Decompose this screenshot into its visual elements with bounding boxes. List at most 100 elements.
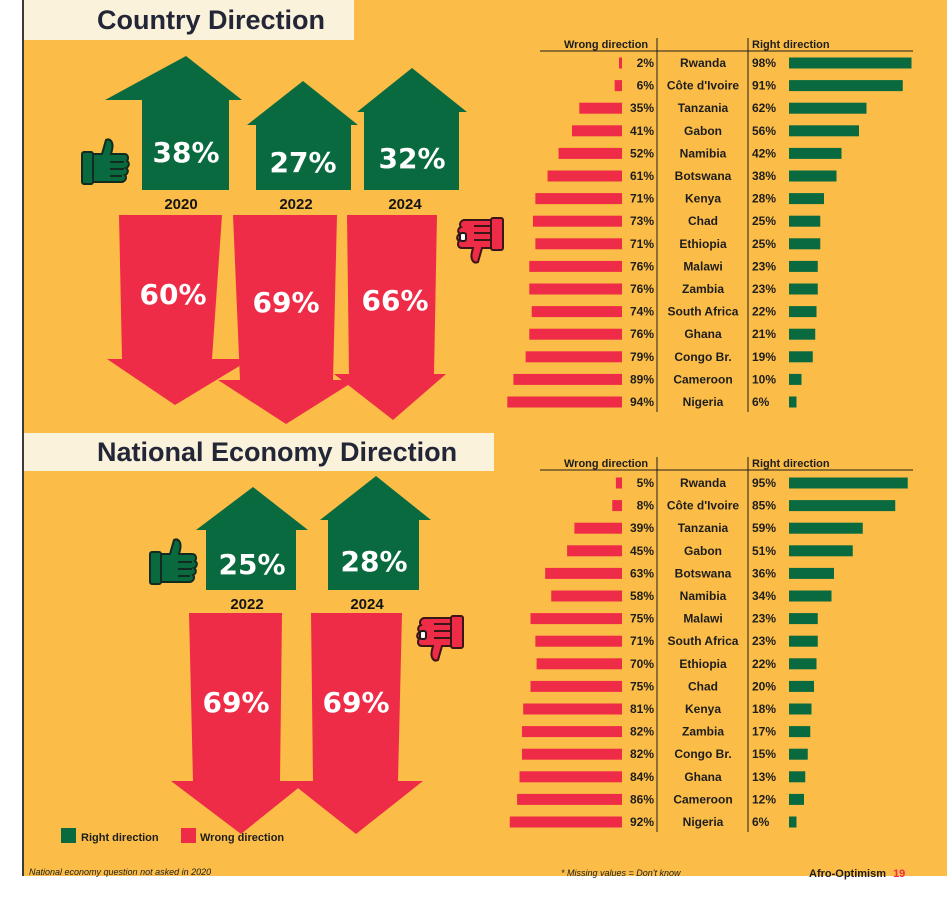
bar-wrong-rwanda [619,57,622,69]
country-label: Nigeria [683,815,724,829]
pct-wrong-2022: 69% [252,286,319,319]
value-label-wrong: 63% [630,566,654,580]
legend-label-wrong: Wrong direction [200,832,284,844]
value-label-wrong: 39% [630,521,654,535]
bar-right-botswana [789,567,834,579]
value-label-right: 23% [752,282,776,296]
note-economy-2020: National economy question not asked in 2… [29,867,211,877]
bar-wrong-malawi [529,260,622,272]
value-label-wrong: 75% [630,612,654,626]
country-label: Zambia [682,725,724,739]
bar-right-namibia [789,147,842,159]
header-wrong-direction: Wrong direction [564,458,648,470]
country-label: Kenya [685,192,721,206]
bar-right-tanzania [789,102,867,114]
up-arrow-2022 [247,81,358,190]
bar-right-namibia [789,590,832,602]
country-label: Malawi [683,612,722,626]
bar-wrong-tanzania [579,102,622,114]
header-right-direction: Right direction [752,39,830,51]
bar-right-kenya [789,193,824,205]
value-label-right: 85% [752,499,776,513]
down-arrow-2024 [334,215,446,420]
value-label-right: 51% [752,544,776,558]
bar-wrong-chad [530,680,622,692]
bar-right-rwanda [789,57,912,69]
bar-wrong-kenya [535,193,622,205]
pct-right-2024: 28% [340,545,407,578]
thumbs-up-icon [81,138,130,185]
bar-right-chad [789,680,814,692]
country-label: Cameroon [673,792,732,806]
bar-wrong-rwanda [615,477,622,489]
value-label-right: 15% [752,747,776,761]
bar-right-congo-br- [789,351,813,363]
value-label-wrong: 5% [637,476,655,490]
value-label-right: 18% [752,702,776,716]
bar-right-chad [789,215,821,227]
country-label: Namibia [680,146,727,160]
pct-wrong-2020: 60% [139,278,206,311]
up-arrow-2024 [357,68,467,190]
value-label-wrong: 74% [630,305,654,319]
country-label: Gabon [684,124,722,138]
value-label-wrong: 76% [630,327,654,341]
country-label: Gabon [684,544,722,558]
value-label-wrong: 70% [630,657,654,671]
page-bottom-margin [0,876,947,897]
value-label-wrong: 8% [637,499,655,513]
bar-right-cameroon [789,373,802,385]
bar-wrong-tanzania [574,522,622,534]
bar-right-malawi [789,260,818,272]
value-label-right: 23% [752,634,776,648]
value-label-wrong: 41% [630,124,654,138]
bar-wrong-congo-br- [525,351,622,363]
value-label-wrong: 89% [630,372,654,386]
bar-right-zambia [789,283,818,295]
bar-wrong-cameroon [517,793,622,805]
legend-swatch-wrong [181,828,196,843]
value-label-wrong: 75% [630,679,654,693]
bar-wrong-nigeria [509,816,622,828]
page-margin [0,0,22,897]
value-label-right: 36% [752,566,776,580]
value-label-right: 6% [752,395,770,409]
country-label: Ethiopia [679,657,727,671]
bar-wrong-namibia [551,590,622,602]
bar-wrong-botswana [547,170,622,182]
value-label-wrong: 84% [630,770,654,784]
value-label-wrong: 45% [630,544,654,558]
bar-wrong-nigeria [507,396,622,408]
country-label: Zambia [682,282,724,296]
legend: Right direction Wrong direction [61,828,284,844]
value-label-wrong: 92% [630,815,654,829]
country-label: Chad [688,214,718,228]
country-label: Chad [688,679,718,693]
bar-wrong-botswana [545,567,622,579]
value-label-wrong: 52% [630,146,654,160]
value-label-right: 91% [752,79,776,93]
country-label: South Africa [668,634,739,648]
value-label-right: 38% [752,169,776,183]
pct-wrong-2022: 69% [202,686,269,719]
value-label-right: 42% [752,146,776,160]
value-label-right: 13% [752,770,776,784]
pct-wrong-2024: 69% [322,686,389,719]
country-direction-chart: Wrong direction Right direction 2% Rwanda 98… [507,38,913,412]
value-label-right: 22% [752,305,776,319]
value-label-right: 56% [752,124,776,138]
country-label: Ghana [684,327,722,341]
year-label-2022: 2022 [279,196,312,213]
value-label-right: 62% [752,101,776,115]
section-title-country: Country Direction [24,0,354,40]
bar-wrong-zambia [529,283,622,295]
thumbs-down-icon [416,615,464,662]
pct-right-2024: 32% [378,142,445,175]
bar-right-ghana [789,771,806,783]
bar-right-nigeria [789,396,797,408]
value-label-wrong: 61% [630,169,654,183]
value-label-wrong: 76% [630,259,654,273]
value-label-wrong: 2% [637,56,655,70]
value-label-right: 23% [752,612,776,626]
